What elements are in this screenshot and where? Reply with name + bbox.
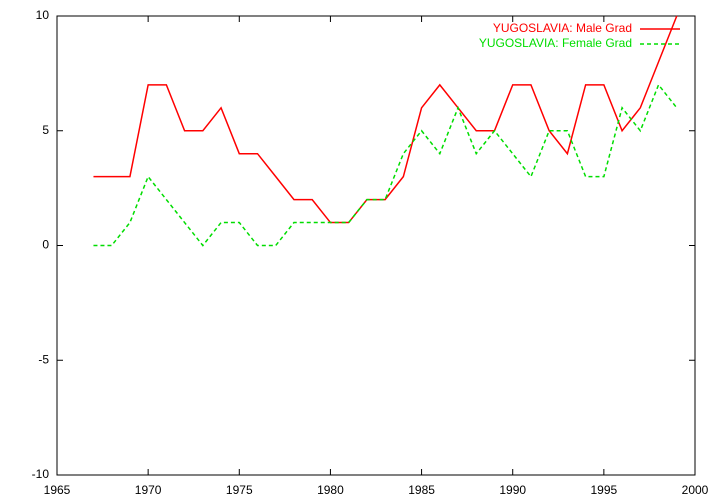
x-tick-label: 2000 (682, 483, 709, 497)
x-tick-label: 1965 (44, 483, 71, 497)
x-tick-label: 1990 (499, 483, 526, 497)
x-tick-label: 1985 (408, 483, 435, 497)
y-tick-label: 5 (42, 123, 49, 137)
series-line (93, 15, 678, 224)
legend-label: YUGOSLAVIA: Male Grad (493, 21, 632, 35)
legend-label: YUGOSLAVIA: Female Grad (479, 36, 632, 50)
y-tick-label: -5 (38, 352, 49, 366)
y-tick-label: 0 (42, 238, 49, 252)
x-tick-label: 1970 (135, 483, 162, 497)
y-tick-label: 10 (36, 8, 50, 22)
x-tick-label: 1975 (226, 483, 253, 497)
x-tick-label: 1995 (591, 483, 618, 497)
series-line (93, 83, 678, 247)
y-tick-label: -10 (32, 467, 50, 481)
x-tick-label: 1980 (317, 483, 344, 497)
